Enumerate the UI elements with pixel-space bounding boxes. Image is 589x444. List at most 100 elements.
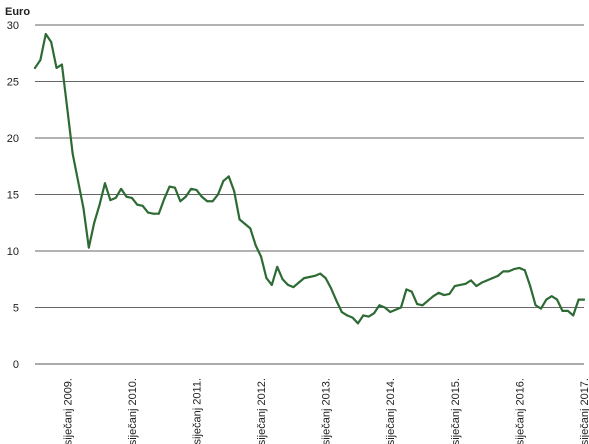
data-point [518,266,521,269]
x-tick-label: siječanj 2012. [256,378,268,444]
data-point [286,283,289,286]
data-point [443,294,446,297]
data-point [243,222,246,225]
data-point [77,179,80,182]
data-point [270,283,273,286]
data-point [109,199,112,202]
data-point [319,272,322,275]
data-point [389,311,392,314]
y-tick-label: 30 [7,20,19,32]
data-point [163,198,166,201]
data-point [44,33,47,36]
data-point [173,186,176,189]
y-tick-label: 10 [7,246,19,258]
x-tick-label: siječanj 2013. [321,378,333,444]
x-tick-label: siječanj 2015. [450,378,462,444]
data-point [60,63,63,66]
data-point [238,218,241,221]
data-point [152,212,155,215]
data-point [534,304,537,307]
data-points [34,33,585,325]
data-point [464,282,467,285]
data-point [324,277,327,280]
data-point [120,187,123,190]
data-point [351,316,354,319]
data-point [410,290,413,293]
data-point [491,277,494,280]
x-tick-label: siječanj 2014. [385,378,397,444]
data-point [297,281,300,284]
data-point [502,270,505,273]
data-point [308,275,311,278]
y-tick-label: 25 [7,77,19,89]
data-point [260,255,263,258]
y-tick-labels: 0 5 10 15 20 25 30 [7,20,19,371]
data-point [211,200,214,203]
data-point [98,203,101,206]
x-tick-label: siječanj 2010. [127,378,139,444]
data-point [373,312,376,315]
data-point [71,152,74,155]
data-point [469,279,472,282]
data-point [222,179,225,182]
data-point [421,304,424,307]
data-point [437,291,440,294]
data-point [168,185,171,188]
data-point [507,270,510,273]
data-point [394,308,397,311]
data-point [265,277,268,280]
data-point [486,279,489,282]
data-point [561,309,564,312]
data-point [523,269,526,272]
x-tick-label: siječanj 2011. [191,378,203,444]
data-point [195,188,198,191]
data-point [125,195,128,198]
y-axis-label: Euro [5,6,30,18]
data-point [577,298,580,301]
data-point [217,193,219,196]
data-point [233,190,236,193]
x-tick-labels: siječanj 2009. siječanj 2010. siječanj 201… [62,378,589,444]
data-point [87,246,90,249]
y-tick-label: 20 [7,133,19,145]
data-point [405,288,408,291]
data-point [55,66,58,69]
data-point [496,274,499,277]
data-point [459,283,462,286]
data-point [254,244,257,247]
data-point [346,314,349,317]
x-tick-label: siječanj 2017. [579,378,589,444]
data-point [556,298,559,301]
data-point [114,196,117,199]
data-point [66,107,69,110]
x-tick-label: siječanj 2016. [514,378,526,444]
data-point [281,278,284,281]
data-point [276,265,279,268]
data-point [39,59,42,62]
data-point [200,195,203,198]
data-point [480,281,483,284]
data-point [330,287,333,290]
data-point [356,322,359,325]
y-tick-label: 0 [13,359,19,371]
data-point [157,212,160,215]
data-point [583,298,585,301]
data-point [383,306,386,309]
data-point [303,277,306,280]
data-point [572,314,575,317]
data-point [400,306,402,309]
data-point [249,227,252,230]
data-point [179,200,182,203]
gridlines [35,24,584,365]
data-point [566,309,569,312]
data-point [147,211,150,214]
data-point [227,175,230,178]
data-point [103,182,106,185]
data-point [529,285,532,288]
data-point [130,196,133,199]
data-point [34,66,36,69]
data-point [335,299,338,302]
data-point [453,285,456,288]
data-point [416,303,419,306]
